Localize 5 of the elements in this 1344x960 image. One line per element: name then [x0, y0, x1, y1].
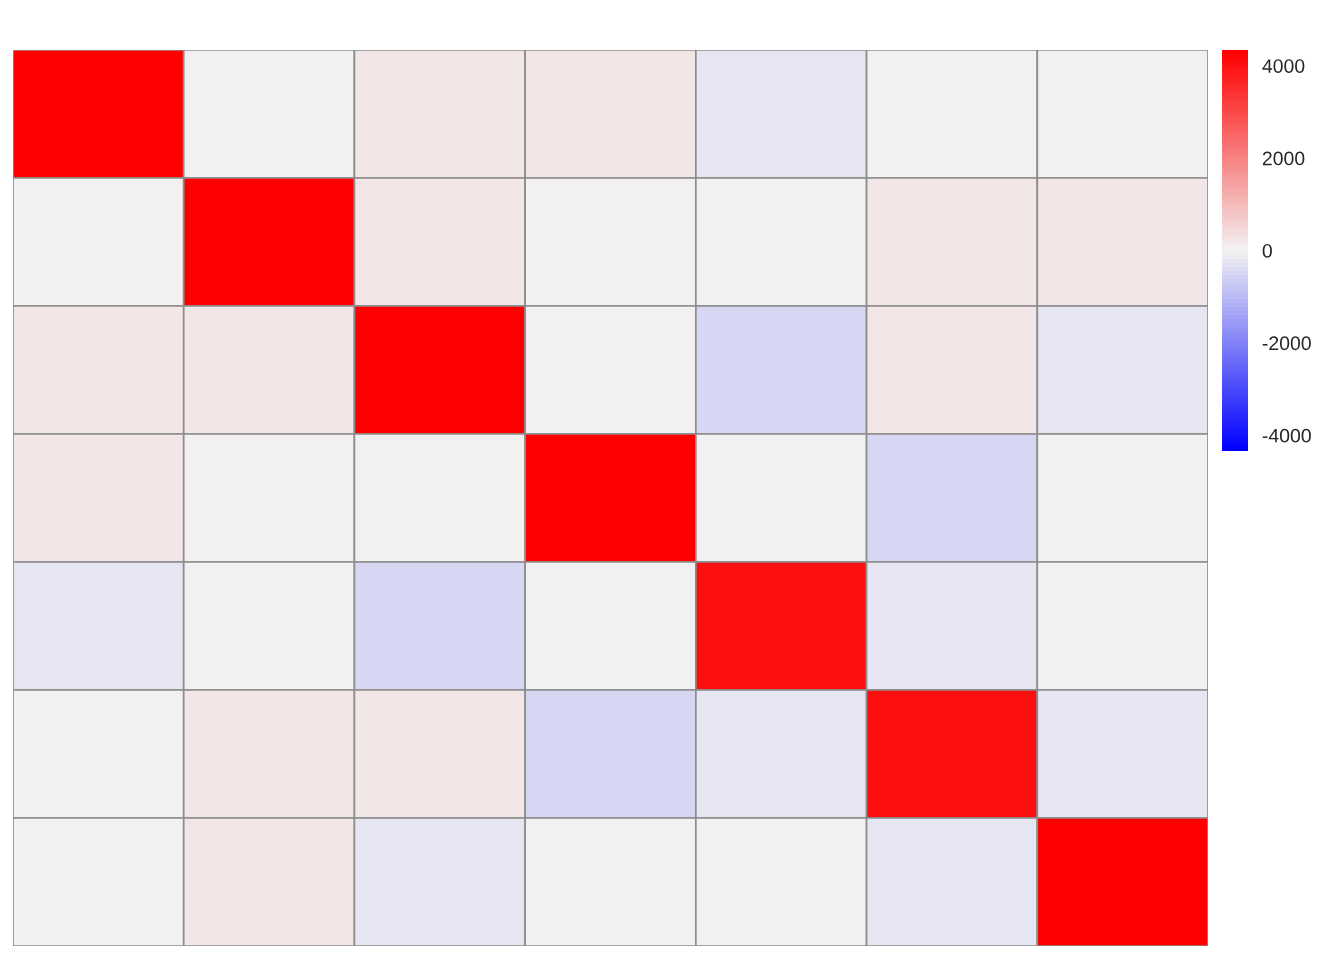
color-bar-label: 0 [1262, 243, 1272, 258]
color-bar-label: -2000 [1262, 336, 1311, 351]
color-bar-label: 4000 [1262, 59, 1305, 73]
color-bar-label: -4000 [1262, 428, 1311, 443]
color-bar-label: 2000 [1262, 151, 1305, 166]
